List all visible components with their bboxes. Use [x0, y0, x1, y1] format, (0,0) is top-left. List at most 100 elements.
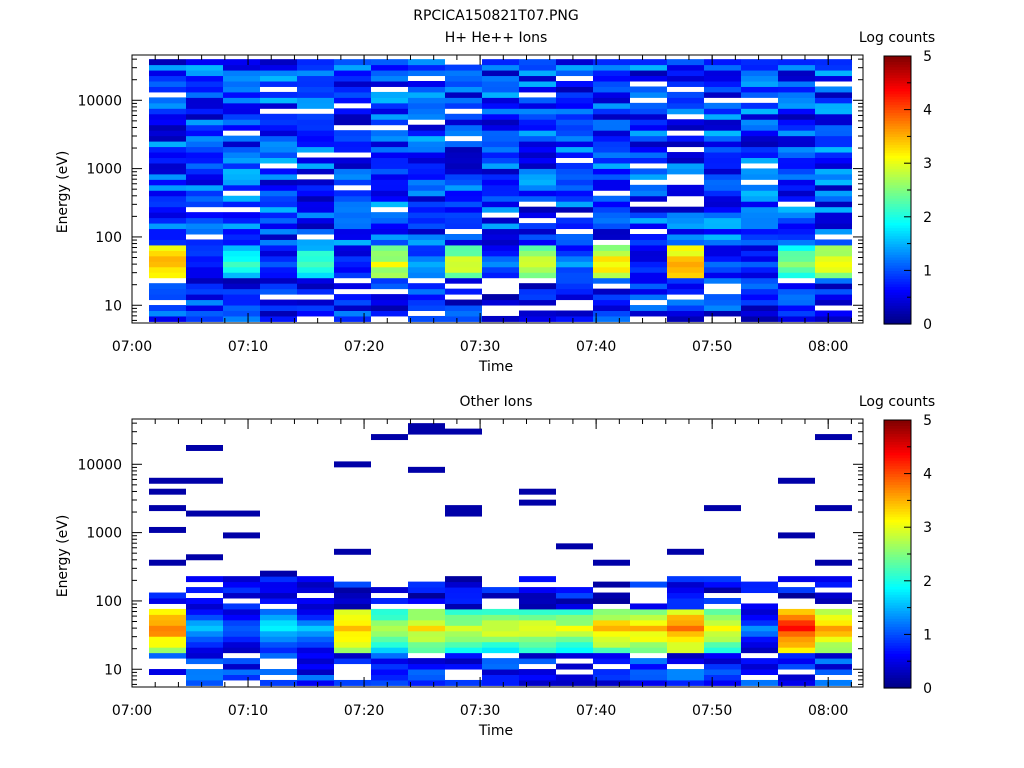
heatmap-cell — [334, 597, 371, 604]
heatmap-cell — [297, 652, 334, 659]
heatmap-cell — [741, 255, 778, 262]
heatmap-cell — [334, 548, 371, 555]
heatmap-cell — [741, 173, 778, 180]
heatmap-cell — [371, 305, 408, 311]
heatmap-cell — [556, 603, 593, 610]
heatmap-cell — [741, 195, 778, 202]
heatmap-cell — [186, 510, 223, 517]
heatmap-cell — [815, 239, 852, 246]
heatmap-cell — [630, 70, 667, 77]
heatmap-cell — [519, 206, 556, 213]
heatmap-cell — [630, 190, 667, 197]
heatmap-cell — [297, 608, 334, 615]
heatmap-cell — [223, 658, 260, 665]
colorbar-segment — [884, 599, 911, 603]
heatmap-cell — [556, 630, 593, 637]
heatmap-cell — [556, 206, 593, 213]
heatmap-cell — [186, 641, 223, 648]
heatmap-cell — [778, 283, 815, 290]
heatmap-cell — [186, 201, 223, 208]
heatmap-cell — [186, 152, 223, 159]
colorbar-segment — [884, 289, 911, 293]
heatmap-cell — [371, 91, 408, 98]
heatmap-cell — [667, 239, 704, 246]
heatmap-cell — [556, 608, 593, 615]
x-tick-label: 07:20 — [344, 703, 384, 719]
colorbar-segment — [884, 473, 911, 477]
heatmap-cell — [445, 614, 482, 621]
heatmap-cell — [371, 119, 408, 126]
heatmap-cell — [778, 261, 815, 268]
heatmap-cell — [630, 233, 667, 240]
heatmap-cell — [482, 679, 519, 686]
heatmap-cell — [260, 647, 297, 654]
heatmap-cell — [667, 206, 704, 213]
heatmap-cell — [482, 261, 519, 268]
heatmap-cell — [186, 108, 223, 115]
heatmap-cell — [260, 173, 297, 180]
heatmap-cell — [778, 212, 815, 219]
heatmap-cell — [630, 625, 667, 632]
heatmap-cell — [556, 647, 593, 654]
heatmap-cell — [630, 619, 667, 626]
heatmap-cell — [408, 630, 445, 637]
heatmap-cell — [778, 173, 815, 180]
heatmap-cell — [297, 603, 334, 610]
heatmap-cell — [223, 532, 260, 539]
heatmap-cell — [556, 250, 593, 257]
heatmap-cell — [149, 283, 186, 290]
heatmap-cell — [445, 75, 482, 82]
heatmap-cell — [519, 130, 556, 137]
heatmap-cell — [186, 64, 223, 71]
heatmap-cell — [815, 201, 852, 208]
colorbar-segment — [884, 136, 911, 140]
heatmap-cell — [667, 597, 704, 604]
heatmap-cell — [482, 614, 519, 621]
heatmap-cell — [149, 647, 186, 654]
heatmap-cell — [519, 647, 556, 654]
heatmap-cell — [371, 70, 408, 77]
heatmap-cell — [408, 423, 445, 430]
y-tick-label: 1000 — [86, 162, 122, 178]
heatmap-cell — [519, 499, 556, 506]
heatmap-cell — [815, 86, 852, 93]
heatmap-cell — [408, 168, 445, 175]
heatmap-cell — [223, 239, 260, 246]
heatmap-cell — [556, 283, 593, 290]
heatmap-cell — [741, 261, 778, 268]
heatmap-cell — [297, 266, 334, 273]
heatmap-cell — [482, 86, 519, 93]
heatmap-cell — [630, 168, 667, 175]
heatmap-cell — [371, 239, 408, 246]
heatmap-cell — [556, 64, 593, 71]
heatmap-cell — [260, 141, 297, 148]
heatmap-cell — [334, 201, 371, 208]
heatmap-cell — [556, 97, 593, 104]
heatmap-cell — [704, 239, 741, 246]
heatmap-cell — [704, 272, 741, 279]
heatmap-cell — [408, 157, 445, 164]
spectrogram-cells — [149, 59, 852, 322]
colorbar-segment — [884, 610, 911, 614]
heatmap-cell — [778, 108, 815, 115]
heatmap-cell — [704, 597, 741, 604]
heatmap-cell — [778, 195, 815, 202]
colorbar-segment — [884, 487, 911, 491]
heatmap-cell — [223, 64, 260, 71]
heatmap-cell — [593, 228, 630, 235]
colorbar-segment — [884, 321, 911, 325]
heatmap-cell — [593, 641, 630, 648]
heatmap-cell — [334, 647, 371, 654]
heatmap-cell — [297, 288, 334, 295]
heatmap-cell — [778, 86, 815, 93]
heatmap-cell — [667, 277, 704, 284]
heatmap-cell — [408, 190, 445, 197]
heatmap-cell — [408, 266, 445, 273]
heatmap-cell — [630, 255, 667, 262]
heatmap-cell — [556, 652, 593, 659]
heatmap-cell — [186, 266, 223, 273]
heatmap-cell — [149, 652, 186, 659]
heatmap-cell — [408, 625, 445, 632]
colorbar-segment — [884, 545, 911, 550]
heatmap-cell — [630, 108, 667, 115]
